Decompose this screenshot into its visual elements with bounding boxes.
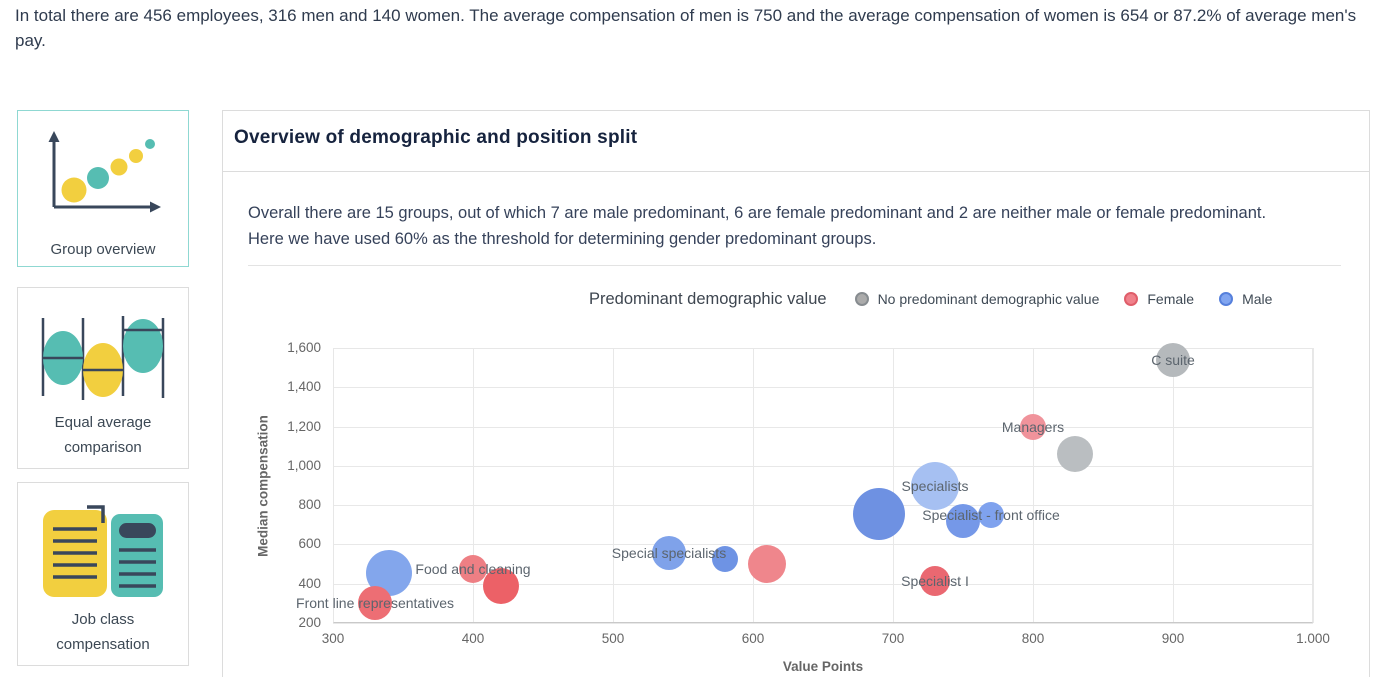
- x-axis-tick-label: 700: [881, 631, 905, 646]
- sidebar-item-label: Job class compensation: [56, 611, 150, 653]
- y-axis-tick-label: 600: [298, 536, 321, 552]
- y-axis-tick-label: 1,400: [287, 379, 321, 395]
- legend-title: Predominant demographic value: [589, 289, 827, 308]
- legend-item-label: Male: [1242, 291, 1273, 307]
- bubble-managers[interactable]: [1020, 413, 1046, 440]
- chart-legend: Predominant demographic value No predomi…: [589, 289, 1272, 309]
- x-axis-tick-label: 300: [321, 631, 345, 646]
- y-axis-tick-label: 800: [298, 497, 321, 513]
- x-axis-tick-label: 800: [1021, 631, 1045, 646]
- y-gridline: [333, 465, 1313, 467]
- title-divider: [223, 171, 1369, 172]
- x-axis-title: Value Points: [782, 659, 864, 674]
- sidebar-item-job-class-compensation[interactable]: Job class compensation: [17, 482, 189, 666]
- bubble-unlabeled-male[interactable]: [946, 503, 980, 538]
- bubble-chart: 300 400 500 600 700 800 900 1.000 200 400 600 800 1,…: [223, 111, 1369, 677]
- sidebar-item-group-overview[interactable]: Group overview: [17, 110, 189, 267]
- x-gridline: [753, 348, 754, 623]
- bubble-c-suite[interactable]: [1156, 342, 1190, 377]
- x-gridline: [1313, 348, 1314, 623]
- y-axis-tick-label: 1,200: [287, 418, 321, 434]
- x-gridline: [613, 348, 614, 623]
- legend-item-no-predominant-demographic-value[interactable]: No predominant demographic value: [854, 291, 1100, 307]
- y-gridline: [333, 426, 1313, 428]
- documents-icon: [43, 505, 163, 597]
- y-axis-tick-label: 200: [298, 615, 321, 630]
- y-axis-tick-label: 1,000: [287, 457, 321, 473]
- male-legend-dot-icon: [1219, 292, 1234, 306]
- panel-description: Overall there are 15 groups, out of whic…: [248, 204, 1267, 248]
- x-axis-tick-label: 1.000: [1296, 631, 1330, 646]
- range-comparison-icon: [41, 316, 165, 400]
- x-axis-tick-label: 600: [741, 631, 765, 646]
- x-gridline: [893, 348, 894, 623]
- legend-item-label: No predominant demographic value: [877, 291, 1100, 307]
- y-axis-title: Median compensation: [255, 414, 271, 557]
- bubble-unlabeled-male[interactable]: [712, 546, 738, 573]
- bubble-specialist-i[interactable]: [920, 565, 950, 596]
- x-gridline: [473, 348, 474, 623]
- plot-area-border: [333, 348, 1313, 623]
- y-gridline: [333, 505, 1313, 507]
- x-axis-tick-label: 400: [461, 631, 485, 646]
- y-gridline: [333, 623, 1313, 624]
- sidebar-item-equal-average-comparison[interactable]: Equal average comparison: [17, 287, 189, 469]
- bubble-unlabeled-female[interactable]: [483, 567, 519, 604]
- y-axis-tick-label: 1,600: [287, 340, 321, 355]
- none-legend-dot-icon: [854, 292, 869, 306]
- bubble-unlabeled-none[interactable]: [1057, 436, 1093, 473]
- y-gridline: [333, 387, 1313, 389]
- sidebar-item-label: Equal average comparison: [54, 414, 152, 456]
- bubble-specialists[interactable]: [911, 461, 959, 510]
- bubble-trend-chart-icon: [48, 131, 161, 213]
- x-gridline: [1033, 348, 1034, 623]
- bubble-unlabeled-female[interactable]: [748, 545, 786, 584]
- x-axis-tick-label: 500: [601, 631, 625, 646]
- female-legend-dot-icon: [1124, 292, 1139, 306]
- legend-item-label: Female: [1147, 291, 1195, 307]
- bubble-front-line-representatives[interactable]: [358, 586, 392, 621]
- panel-title: Overview of demographic and position spl…: [234, 127, 638, 148]
- sidebar-item-label: Group overview: [50, 241, 156, 258]
- y-gridline: [333, 544, 1313, 546]
- legend-item-male[interactable]: Male: [1219, 291, 1272, 307]
- legend-item-female[interactable]: Female: [1124, 291, 1194, 307]
- bubble-unlabeled-male[interactable]: [853, 487, 905, 540]
- summary-text: In total there are 456 employees, 316 me…: [15, 6, 1357, 50]
- bubble-special-specialists[interactable]: [652, 536, 686, 571]
- description-divider: [248, 265, 1341, 266]
- bubble-food-and-cleaning[interactable]: [459, 554, 487, 583]
- y-axis-tick-label: 400: [298, 575, 321, 591]
- y-gridline: [333, 583, 1313, 585]
- x-axis-tick-label: 900: [1161, 631, 1185, 646]
- bubble-specialist-front-office[interactable]: [978, 501, 1004, 528]
- x-gridline: [1173, 348, 1174, 623]
- group-overview-panel: Overview of demographic and position spl…: [222, 110, 1370, 677]
